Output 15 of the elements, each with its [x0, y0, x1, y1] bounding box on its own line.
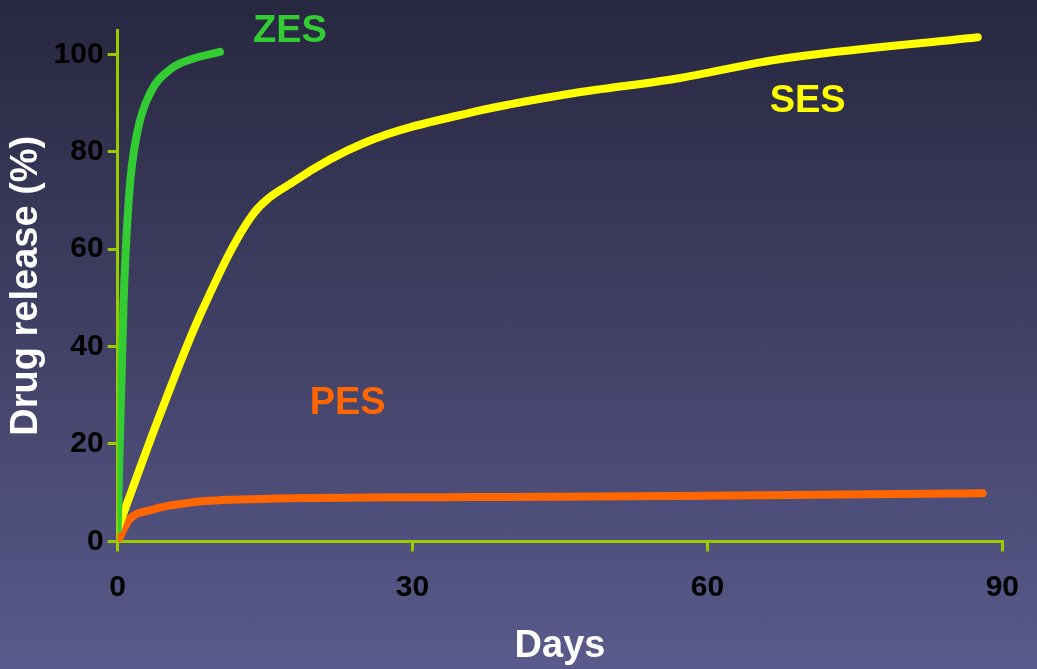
series-label: PES	[309, 379, 386, 422]
y-tick-label: 0	[86, 522, 104, 556]
x-tick-label: 60	[690, 568, 725, 602]
x-tick-label: 30	[395, 568, 430, 602]
x-tick-label: 90	[985, 568, 1019, 602]
y-tick-label: 100	[53, 35, 104, 69]
y-tick-label: 40	[70, 327, 104, 361]
y-tick-label: 80	[70, 133, 104, 167]
series-label: ZES	[252, 8, 327, 51]
x-tick-label: 0	[109, 568, 126, 602]
series-label: SES	[769, 78, 846, 121]
y-tick-label: 60	[70, 230, 104, 264]
x-axis-title: Days	[514, 622, 606, 665]
y-axis-title: Drug release (%)	[3, 135, 46, 436]
y-tick-label: 20	[70, 425, 104, 459]
